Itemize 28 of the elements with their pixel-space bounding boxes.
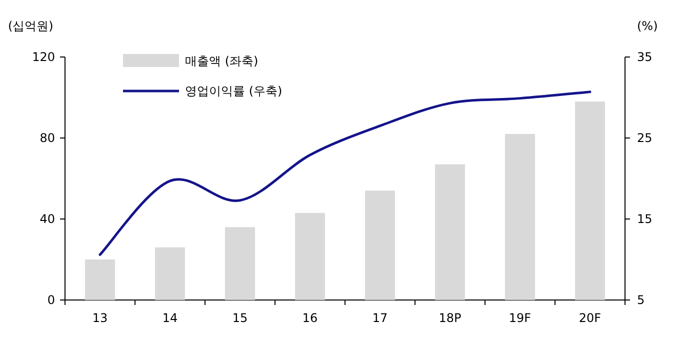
legend-label: 매출액 (좌축) [185, 54, 258, 68]
y2-tick-label: 35 [637, 50, 652, 64]
bar [505, 134, 535, 300]
y2-axis-title: (%) [637, 19, 658, 33]
x-tick-label: 14 [162, 311, 178, 325]
y-tick-label: 80 [40, 131, 55, 145]
legend-label: 영업이익률 (우축) [185, 84, 282, 98]
bar [295, 212, 325, 300]
y-tick-label: 40 [40, 212, 55, 226]
bar [225, 227, 255, 300]
x-tick-label: 17 [372, 311, 388, 325]
bar [365, 190, 395, 300]
y2-tick-label: 15 [637, 212, 652, 226]
y2-tick-label: 5 [637, 293, 645, 307]
y-tick-label: 0 [47, 293, 55, 307]
y-tick-label: 120 [32, 50, 55, 64]
y2-tick-label: 25 [637, 131, 652, 145]
bar [575, 102, 605, 300]
x-tick-label: 20F [578, 311, 602, 325]
x-tick-label: 13 [92, 311, 108, 325]
y-axis-title: (십억원) [8, 19, 54, 33]
x-tick-label: 15 [232, 311, 248, 325]
bar [435, 164, 465, 300]
x-tick-label: 18P [438, 311, 462, 325]
bar [85, 260, 115, 300]
bar [155, 247, 185, 300]
x-tick-label: 16 [302, 311, 318, 325]
x-tick-label: 19F [508, 311, 532, 325]
